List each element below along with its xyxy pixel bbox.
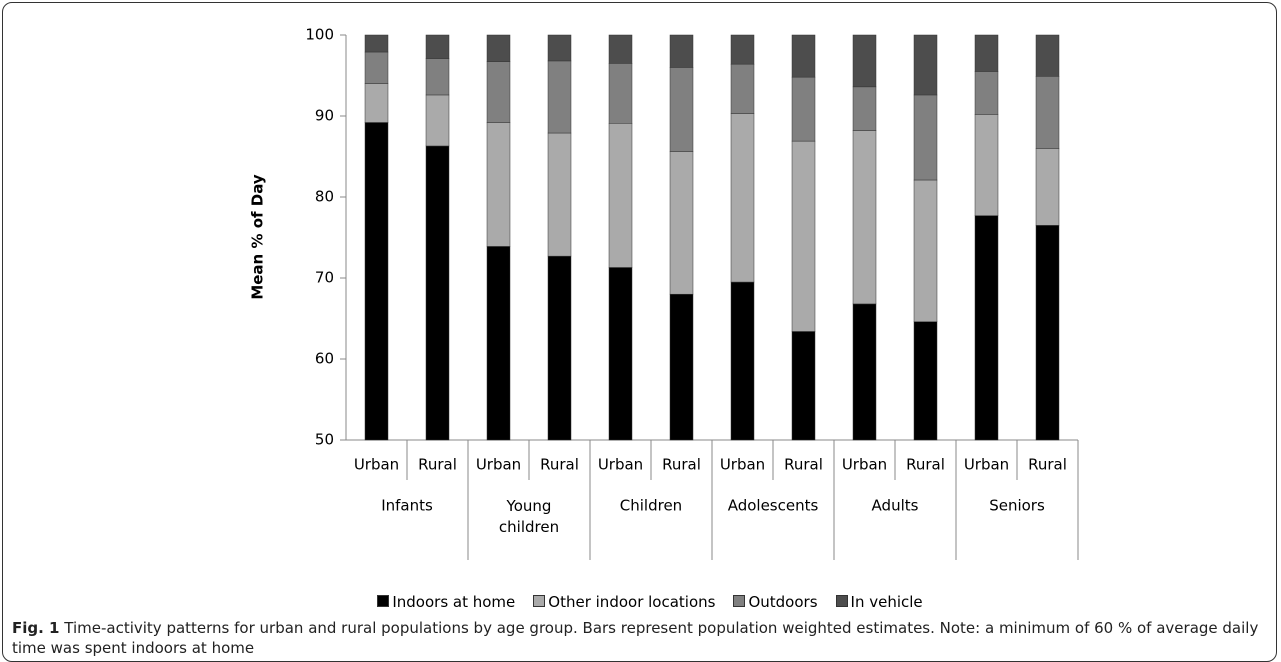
bar-segment [486,122,511,247]
caption-label: Fig. 1 [12,619,60,637]
group-label: Adults [872,497,919,515]
bar-segment [730,34,755,65]
y-tick-label: 80 [315,188,334,206]
y-tick-label: 70 [315,269,334,287]
bar-segment [669,67,694,152]
group-label-line: Young [506,497,552,515]
bar-segment [974,71,999,115]
y-tick-label: 60 [315,350,334,368]
x-tick-label: Urban [964,456,1009,474]
group-label: Adolescents [728,497,819,515]
legend-item: Other indoor locations [533,593,715,611]
bar-segment [791,140,816,332]
x-tick-label: Urban [598,456,643,474]
legend-item: Indoors at home [377,593,515,611]
group-label: Seniors [989,497,1045,515]
bar-segment [730,113,755,283]
bar-segment [486,246,511,441]
bar-segment [913,321,938,441]
bar-segment [425,58,450,96]
bar-segment [425,145,450,441]
bar-segment [852,34,877,88]
bar-segment [1035,76,1060,149]
x-tick-label: Urban [842,456,887,474]
bar-segment [547,60,572,134]
group-label: Children [620,497,682,515]
bar-segment [669,293,694,441]
bar-segment [913,34,938,96]
bar-segment [913,94,938,181]
group-label: Young children [499,497,559,536]
y-tick-label: 90 [315,107,334,125]
x-tick-label: Rural [784,456,823,474]
legend-label: Indoors at home [392,593,516,611]
bar-segment [913,179,938,322]
group-label-line: children [499,518,559,536]
legend: Indoors at home Other indoor locations Out… [0,593,1281,611]
x-tick-label: Urban [720,456,765,474]
bar-segment [608,34,633,64]
bar-segment [547,34,572,62]
bar-segment [425,34,450,59]
caption: Fig. 1 Time-activity patterns for urban … [12,618,1267,658]
bar-segment [425,94,450,147]
legend-item: Outdoors [733,593,818,611]
bar-segment [791,34,816,78]
bar-segment [608,267,633,441]
x-tick-label: Rural [662,456,701,474]
bar-segment [730,63,755,114]
x-tick-label: Rural [906,456,945,474]
bar-segment [486,34,511,62]
legend-item: In vehicle [835,593,923,611]
bar-segment [1035,34,1060,77]
x-tick-label: Rural [540,456,579,474]
bar-segment [852,86,877,131]
legend-swatch [835,595,848,607]
chart: Mean % of Day 50 60 70 80 90 100 Urban Rural Urb… [249,26,1079,560]
legend-label: Other indoor locations [548,593,716,611]
x-tick-label: Urban [354,456,399,474]
bar-segment [974,114,999,216]
x-tick-label: Rural [1028,456,1067,474]
bar-segment [486,61,511,123]
x-tick-label: Urban [476,456,521,474]
bar-segment [1035,148,1060,226]
legend-label: In vehicle [850,593,923,611]
bar-segment [852,303,877,441]
y-tick-label: 100 [305,26,334,44]
bar-segment [791,331,816,441]
bar-segment [1035,225,1060,441]
bar-segment [547,255,572,441]
bar-segment [608,63,633,124]
y-axis-label: Mean % of Day [249,174,267,300]
bar-segment [364,51,389,84]
x-tick-label: Rural [418,456,457,474]
legend-swatch [377,595,390,607]
bar-segment [608,123,633,268]
bar-segment [547,132,572,257]
bar-segment [852,130,877,305]
group-label: Infants [381,497,433,515]
bar-segment [364,83,389,123]
bar-segment [974,34,999,72]
y-tick-label: 50 [315,431,334,449]
bar-segment [364,34,389,53]
bar-segment [730,281,755,441]
bar-segment [791,76,816,142]
bar-segment [364,122,389,441]
legend-swatch [733,595,746,607]
bar-segment [669,34,694,68]
bar-segment [974,215,999,441]
caption-text: Time-activity patterns for urban and rur… [12,619,1259,657]
legend-swatch [533,595,546,607]
bar-segment [669,151,694,295]
legend-label: Outdoors [748,593,818,611]
